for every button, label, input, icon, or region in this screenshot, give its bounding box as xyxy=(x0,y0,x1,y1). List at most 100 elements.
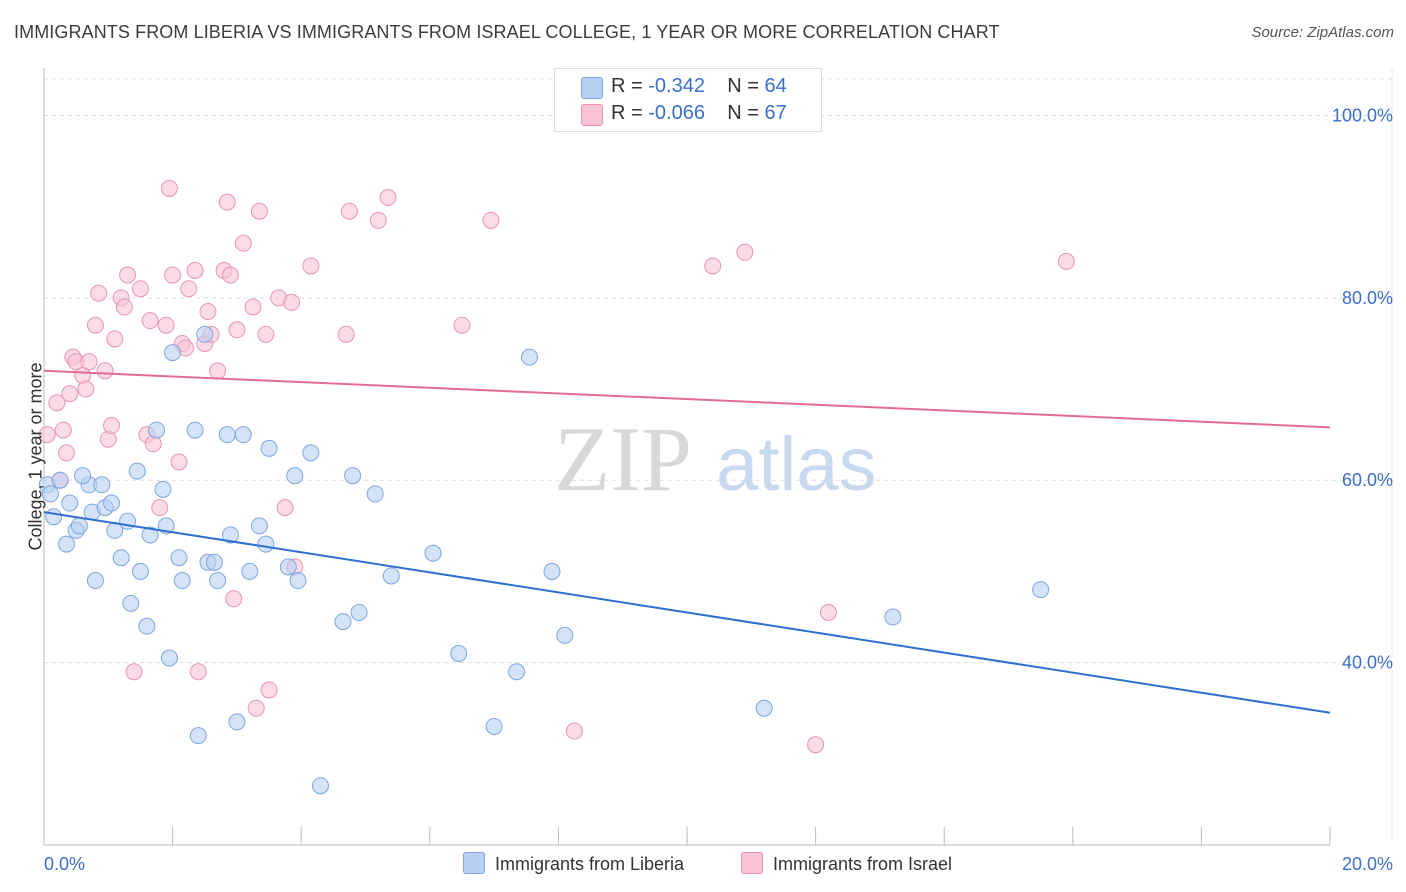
x-tick-label-min: 0.0% xyxy=(44,854,85,874)
israel-point xyxy=(131,280,149,298)
liberia-point xyxy=(128,462,146,480)
israel-point xyxy=(260,681,278,699)
liberia-point xyxy=(209,572,227,590)
liberia-point xyxy=(543,562,561,580)
liberia-n-value: 64 xyxy=(764,75,787,97)
israel-point xyxy=(58,444,76,462)
israel-point xyxy=(228,321,246,339)
israel-point xyxy=(225,590,243,608)
israel-point xyxy=(61,385,79,403)
liberia-point xyxy=(41,485,59,503)
liberia-r-value: -0.342 xyxy=(648,75,705,97)
liberia-point xyxy=(70,517,88,535)
israel-point xyxy=(186,262,204,279)
liberia-point xyxy=(186,421,204,439)
liberia-point xyxy=(382,567,400,585)
israel-point xyxy=(337,325,355,343)
liberia-point xyxy=(58,535,76,553)
liberia-point xyxy=(520,348,538,366)
liberia-point xyxy=(173,572,191,590)
y-tick-label: 100.0% xyxy=(1332,105,1393,125)
liberia-point xyxy=(138,617,156,635)
liberia-trend-line xyxy=(43,511,1331,714)
israel-swatch xyxy=(581,104,603,126)
y-tick-label: 40.0% xyxy=(1342,653,1393,673)
israel-point xyxy=(340,202,358,220)
liberia-point xyxy=(556,626,574,644)
israel-point xyxy=(704,257,722,275)
israel-point xyxy=(160,179,178,197)
legend-text-israel: R = -0.066 N = 67 xyxy=(611,102,787,125)
liberia-point xyxy=(74,467,92,485)
liberia-point xyxy=(366,485,384,503)
israel-point xyxy=(1057,252,1075,270)
liberia-point xyxy=(45,508,63,526)
legend-label-israel: Immigrants from Israel xyxy=(773,854,953,874)
israel-point xyxy=(90,284,108,302)
liberia-point xyxy=(260,439,278,457)
liberia-point xyxy=(289,572,307,590)
israel-point xyxy=(209,362,227,380)
correlation-legend: R = -0.342 N = 64 R = -0.066 N = 67 xyxy=(554,68,822,132)
tick-labels: 40.0% 60.0% 80.0% 100.0% 0.0% 20.0% xyxy=(44,105,1393,874)
liberia-point xyxy=(93,476,111,494)
trend-lines xyxy=(43,369,1331,714)
israel-r-value: -0.066 xyxy=(648,102,705,124)
chart-title: IMMIGRANTS FROM LIBERIA VS IMMIGRANTS FR… xyxy=(14,22,1000,42)
watermark-zip: ZIP xyxy=(554,408,692,510)
israel-point xyxy=(257,325,275,343)
israel-point xyxy=(276,499,294,517)
liberia-point xyxy=(241,562,259,580)
watermark: ZIP atlas xyxy=(554,408,877,510)
israel-point xyxy=(247,699,265,717)
legend-label-liberia: Immigrants from Liberia xyxy=(495,854,685,874)
watermark-atlas: atlas xyxy=(716,422,877,507)
liberia-point xyxy=(344,467,362,485)
israel-bottom-swatch xyxy=(741,852,763,874)
israel-point xyxy=(369,211,387,229)
liberia-point xyxy=(205,553,223,571)
israel-point xyxy=(54,421,72,439)
legend-item-israel: Immigrants from Israel xyxy=(741,852,952,875)
israel-point xyxy=(283,293,301,311)
israel-point xyxy=(164,266,182,284)
y-axis-label: College, 1 year or more xyxy=(25,362,46,551)
israel-point xyxy=(96,362,114,380)
israel-point xyxy=(189,663,207,681)
liberia-bottom-swatch xyxy=(463,852,485,874)
liberia-point xyxy=(86,572,104,590)
israel-point xyxy=(199,303,217,321)
source-label: Source: ZipAtlas.com xyxy=(1251,24,1394,41)
liberia-point xyxy=(112,549,130,567)
israel-point xyxy=(141,312,159,330)
israel-point xyxy=(157,316,175,334)
liberia-r-label: R = xyxy=(611,75,649,97)
liberia-point xyxy=(154,480,172,498)
israel-point xyxy=(234,234,252,252)
israel-point xyxy=(819,603,837,621)
israel-point xyxy=(379,189,397,207)
liberia-point xyxy=(141,526,159,544)
liberia-point xyxy=(250,517,268,535)
israel-point xyxy=(48,394,66,412)
liberia-point xyxy=(302,444,320,462)
liberia-point xyxy=(350,603,368,621)
liberia-point xyxy=(196,325,214,343)
liberia-point xyxy=(122,594,140,612)
liberia-point xyxy=(148,421,166,439)
liberia-point xyxy=(257,535,275,553)
israel-point xyxy=(106,330,124,348)
liberia-point xyxy=(189,727,207,745)
israel-n-value: 67 xyxy=(764,102,787,124)
israel-point xyxy=(119,266,137,284)
israel-point xyxy=(482,211,500,229)
liberia-point xyxy=(755,699,773,717)
israel-point xyxy=(221,266,239,284)
liberia-point xyxy=(485,717,503,735)
liberia-point xyxy=(311,777,329,795)
axes xyxy=(43,68,1331,846)
liberia-point xyxy=(228,713,246,731)
israel-point xyxy=(218,193,236,211)
israel-trend-line xyxy=(43,369,1331,429)
